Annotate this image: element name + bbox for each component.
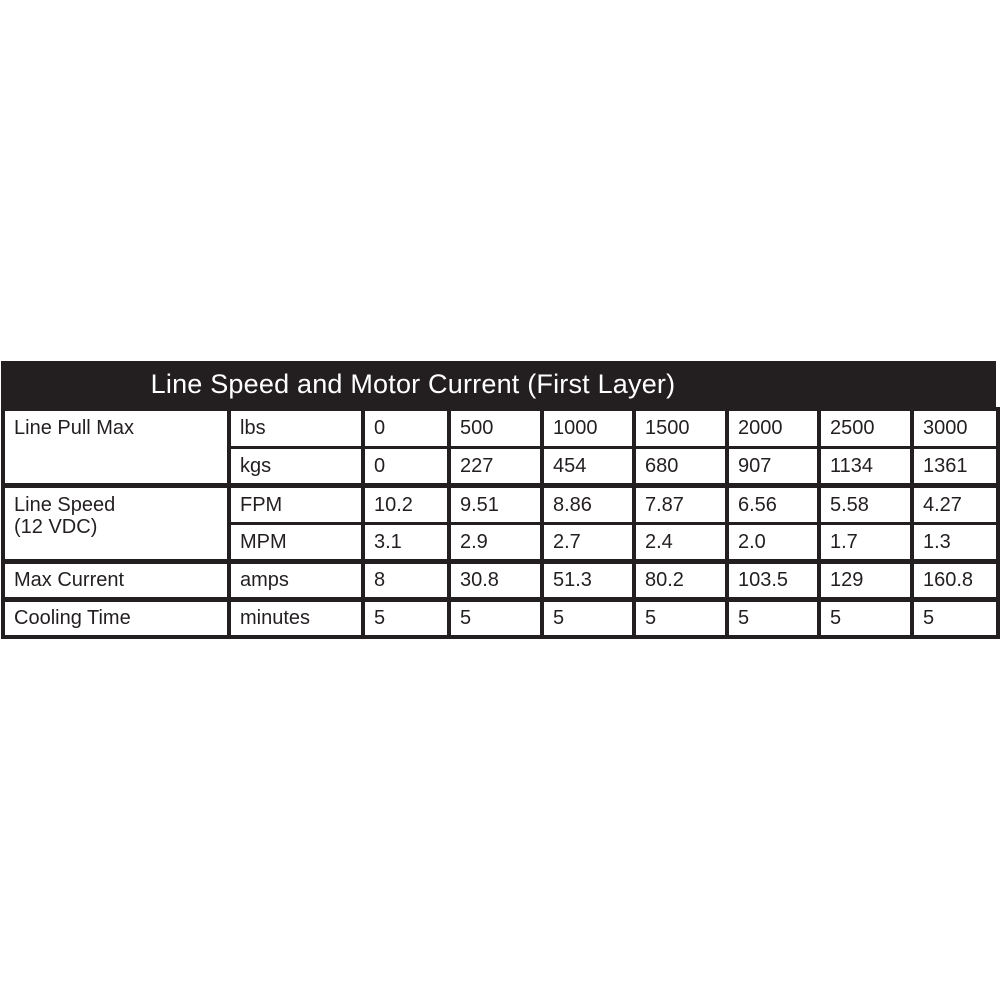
value-cell: 454 <box>540 445 636 487</box>
value-cell: 30.8 <box>447 558 544 601</box>
row-line-speed-mpm: MPM 3.1 2.9 2.7 2.4 2.0 1.7 1.3 <box>3 521 1000 563</box>
value-cell: 3.1 <box>361 521 451 563</box>
row-max-current: Max Current amps 8 30.8 51.3 80.2 103.5 … <box>1 558 1000 601</box>
unit-cell-minutes: minutes <box>227 596 365 639</box>
value-cell: 103.5 <box>725 558 821 601</box>
value-cell: 2.9 <box>447 521 544 563</box>
row-label-line-pull-max: Line Pull Max <box>1 407 231 487</box>
value-cell: 8 <box>361 558 451 601</box>
value-cell: 5.58 <box>817 482 914 525</box>
value-cell: 5 <box>817 596 914 639</box>
row-line-speed-fpm: Line Speed (12 VDC) FPM 10.2 9.51 8.86 7… <box>1 482 1000 563</box>
value-cell: 1500 <box>632 407 729 449</box>
value-cell: 907 <box>725 445 821 487</box>
value-cell: 1.3 <box>910 521 1000 563</box>
value-cell: 1134 <box>817 445 914 487</box>
value-cell: 129 <box>817 558 914 601</box>
value-cell: 5 <box>910 596 1000 639</box>
table-title: Line Speed and Motor Current (First Laye… <box>150 368 676 399</box>
value-cell: 5 <box>361 596 451 639</box>
spec-table: Line Pull Max lbs 0 500 1000 1500 2000 2… <box>1 407 1000 639</box>
value-cell: 227 <box>447 445 544 487</box>
value-cell: 5 <box>725 596 821 639</box>
value-cell: 160.8 <box>910 558 1000 601</box>
value-cell: 3000 <box>910 407 1000 449</box>
unit-cell-amps: amps <box>227 558 365 601</box>
row-label-line-speed: Line Speed (12 VDC) <box>1 482 231 563</box>
value-cell: 10.2 <box>361 482 451 525</box>
value-cell: 1000 <box>540 407 636 449</box>
value-cell: 1361 <box>910 445 1000 487</box>
value-cell: 80.2 <box>632 558 729 601</box>
value-cell: 2.0 <box>725 521 821 563</box>
table-title-bar: Line Speed and Motor Current (First Laye… <box>1 361 996 407</box>
unit-cell-lbs: lbs <box>227 407 365 449</box>
value-cell: 4.27 <box>910 482 1000 525</box>
value-cell: 8.86 <box>540 482 636 525</box>
spec-table-section: Line Speed and Motor Current (First Laye… <box>1 361 1000 639</box>
value-cell: 9.51 <box>447 482 544 525</box>
value-cell: 1.7 <box>817 521 914 563</box>
value-cell: 2000 <box>725 407 821 449</box>
row-cooling-time: Cooling Time minutes 5 5 5 5 5 5 5 <box>1 596 1000 639</box>
value-cell: 7.87 <box>632 482 729 525</box>
value-cell: 500 <box>447 407 544 449</box>
row-line-pull-kgs: kgs 0 227 454 680 907 1134 1361 <box>3 445 1000 487</box>
value-cell: 0 <box>361 407 451 449</box>
unit-cell-fpm: FPM <box>227 482 365 525</box>
value-cell: 6.56 <box>725 482 821 525</box>
unit-cell-mpm: MPM <box>227 521 365 563</box>
row-line-pull-lbs: Line Pull Max lbs 0 500 1000 1500 2000 2… <box>1 407 1000 487</box>
value-cell: 2.4 <box>632 521 729 563</box>
value-cell: 5 <box>632 596 729 639</box>
value-cell: 2.7 <box>540 521 636 563</box>
unit-cell-kgs: kgs <box>227 445 365 487</box>
value-cell: 2500 <box>817 407 914 449</box>
value-cell: 680 <box>632 445 729 487</box>
value-cell: 0 <box>361 445 451 487</box>
value-cell: 5 <box>540 596 636 639</box>
row-label-max-current: Max Current <box>1 558 231 601</box>
row-label-cooling-time: Cooling Time <box>1 596 231 639</box>
value-cell: 5 <box>447 596 544 639</box>
value-cell: 51.3 <box>540 558 636 601</box>
